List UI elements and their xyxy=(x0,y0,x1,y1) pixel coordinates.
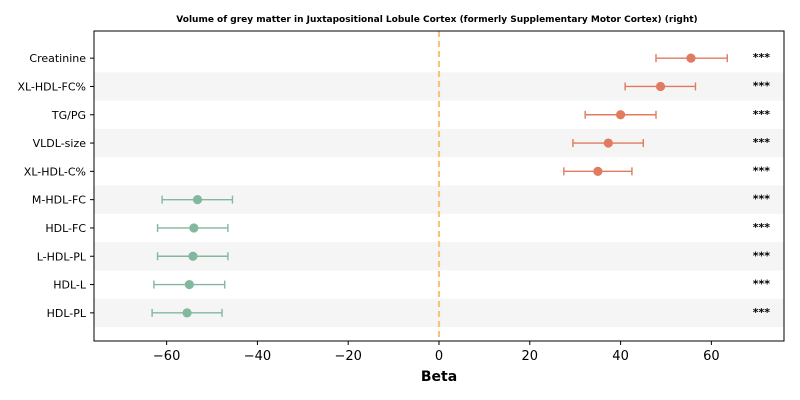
estimate-7 xyxy=(156,223,229,233)
estimate-9 xyxy=(153,279,226,290)
point-estimate xyxy=(686,53,696,63)
x-axis: −60 −40 −20 0 20 40 60 xyxy=(153,341,720,364)
significance-label: *** xyxy=(753,136,771,149)
x-tick-label: 20 xyxy=(522,349,539,364)
significance-label: *** xyxy=(753,79,771,92)
significance-labels: *** *** *** *** *** *** *** *** *** *** xyxy=(753,51,771,319)
point-estimate xyxy=(182,308,192,318)
y-tick-label: HDL-L xyxy=(53,279,87,292)
significance-label: *** xyxy=(753,108,771,121)
estimate-1 xyxy=(655,53,728,63)
chart-title: Volume of grey matter in Juxtapositional… xyxy=(176,15,697,25)
y-tick-label: XL-HDL-FC% xyxy=(17,80,86,93)
significance-label: *** xyxy=(753,249,771,262)
y-tick-label: TG/PG xyxy=(51,109,86,122)
estimate-2 xyxy=(624,81,697,92)
x-tick-label: 40 xyxy=(612,349,629,364)
point-estimate xyxy=(655,81,666,92)
point-estimate xyxy=(184,279,194,290)
point-estimate xyxy=(192,195,203,205)
estimate-6 xyxy=(161,195,234,205)
y-tick-label: XL-HDL-C% xyxy=(24,165,86,178)
x-axis-label: Beta xyxy=(421,369,457,385)
y-tick-label: VLDL-size xyxy=(33,137,87,150)
significance-label: *** xyxy=(753,278,771,291)
significance-label: *** xyxy=(753,193,771,206)
estimate-4 xyxy=(572,138,644,148)
point-estimate xyxy=(603,138,613,148)
x-tick-label: −40 xyxy=(244,349,271,364)
significance-label: *** xyxy=(753,51,771,64)
x-tick-label: 0 xyxy=(435,349,443,364)
y-tick-label: Creatinine xyxy=(29,52,86,65)
significance-label: *** xyxy=(753,221,771,234)
significance-label: *** xyxy=(753,164,771,177)
point-estimate xyxy=(188,251,198,261)
point-estimate xyxy=(593,166,603,176)
estimate-3 xyxy=(584,110,657,120)
significance-label: *** xyxy=(753,306,771,319)
estimate-10 xyxy=(151,308,223,318)
estimate-8 xyxy=(156,251,229,261)
y-tick-label: HDL-PL xyxy=(47,307,87,320)
y-tick-label: M-HDL-FC xyxy=(32,194,86,207)
x-tick-label: −20 xyxy=(334,349,361,364)
y-tick-label: HDL-FC xyxy=(45,222,86,235)
x-tick-label: 60 xyxy=(703,349,720,364)
data-points xyxy=(151,53,728,318)
y-tick-label: L-HDL-PL xyxy=(37,250,87,263)
x-tick-label: −60 xyxy=(153,349,180,364)
point-estimate xyxy=(189,223,199,233)
y-axis-labels: Creatinine XL-HDL-FC% TG/PG VLDL-size XL-HDL… xyxy=(17,52,94,320)
estimate-5 xyxy=(563,166,633,176)
point-estimate xyxy=(615,110,626,120)
